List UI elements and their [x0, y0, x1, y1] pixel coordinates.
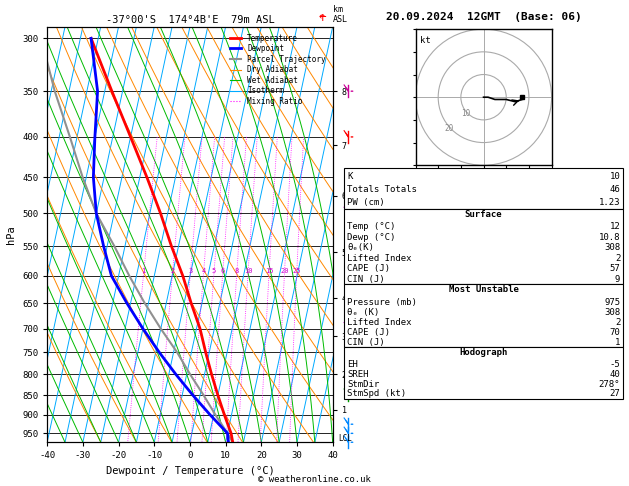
Text: 1.23: 1.23: [599, 198, 620, 207]
Text: 3: 3: [188, 268, 192, 274]
Text: © weatheronline.co.uk: © weatheronline.co.uk: [258, 474, 371, 484]
Text: 1: 1: [142, 268, 146, 274]
Text: θₑ (K): θₑ (K): [347, 308, 379, 316]
Text: 10: 10: [610, 172, 620, 181]
Title: -37°00'S  174°4B'E  79m ASL: -37°00'S 174°4B'E 79m ASL: [106, 15, 274, 25]
Text: EH: EH: [347, 361, 358, 369]
Text: 46: 46: [610, 185, 620, 194]
Text: ↑: ↑: [318, 11, 326, 23]
Text: Hodograph: Hodograph: [459, 348, 508, 358]
Text: 9: 9: [615, 275, 620, 284]
Text: 20.09.2024  12GMT  (Base: 06): 20.09.2024 12GMT (Base: 06): [386, 12, 581, 22]
Text: 20: 20: [445, 124, 454, 134]
Text: 4: 4: [201, 268, 206, 274]
Text: StmSpd (kt): StmSpd (kt): [347, 389, 406, 398]
Text: CAPE (J): CAPE (J): [347, 328, 390, 337]
Text: Pressure (mb): Pressure (mb): [347, 297, 417, 307]
Text: 1: 1: [615, 338, 620, 347]
Text: StmDir: StmDir: [347, 380, 379, 389]
Y-axis label: Mixing Ratio (g/kg): Mixing Ratio (g/kg): [349, 183, 358, 286]
Text: 975: 975: [604, 297, 620, 307]
Text: CIN (J): CIN (J): [347, 338, 384, 347]
Text: kt: kt: [420, 36, 431, 45]
Text: 10: 10: [244, 268, 252, 274]
Text: 57: 57: [610, 264, 620, 273]
Legend: Temperature, Dewpoint, Parcel Trajectory, Dry Adiabat, Wet Adiabat, Isotherm, Mi: Temperature, Dewpoint, Parcel Trajectory…: [226, 31, 329, 109]
Text: CIN (J): CIN (J): [347, 275, 384, 284]
Text: 27: 27: [610, 389, 620, 398]
Text: Totals Totals: Totals Totals: [347, 185, 417, 194]
Text: 15: 15: [265, 268, 273, 274]
Text: 12: 12: [610, 222, 620, 231]
Text: Lifted Index: Lifted Index: [347, 318, 411, 327]
Text: K: K: [347, 172, 352, 181]
Text: 8: 8: [235, 268, 239, 274]
Text: Dewp (°C): Dewp (°C): [347, 233, 395, 242]
Text: θₑ(K): θₑ(K): [347, 243, 374, 252]
Text: ←: ←: [318, 11, 326, 23]
Text: 5: 5: [212, 268, 216, 274]
Text: 25: 25: [292, 268, 301, 274]
Text: 308: 308: [604, 243, 620, 252]
Text: 2: 2: [615, 254, 620, 263]
Text: 20: 20: [280, 268, 289, 274]
Text: 10.8: 10.8: [599, 233, 620, 242]
Text: km
ASL: km ASL: [333, 5, 348, 24]
Text: Temp (°C): Temp (°C): [347, 222, 395, 231]
Text: LCL: LCL: [338, 434, 352, 443]
Text: 2: 2: [615, 318, 620, 327]
Text: 40: 40: [610, 370, 620, 379]
Text: -5: -5: [610, 361, 620, 369]
Text: Lifted Index: Lifted Index: [347, 254, 411, 263]
Text: PW (cm): PW (cm): [347, 198, 384, 207]
Text: 308: 308: [604, 308, 620, 316]
Text: Most Unstable: Most Unstable: [448, 285, 518, 295]
Text: 70: 70: [610, 328, 620, 337]
Text: 6: 6: [221, 268, 225, 274]
Text: 278°: 278°: [599, 380, 620, 389]
Y-axis label: hPa: hPa: [6, 225, 16, 244]
Text: 2: 2: [170, 268, 175, 274]
Text: SREH: SREH: [347, 370, 369, 379]
Text: 10: 10: [461, 108, 470, 118]
Text: Surface: Surface: [465, 210, 503, 219]
X-axis label: Dewpoint / Temperature (°C): Dewpoint / Temperature (°C): [106, 466, 274, 476]
Text: CAPE (J): CAPE (J): [347, 264, 390, 273]
